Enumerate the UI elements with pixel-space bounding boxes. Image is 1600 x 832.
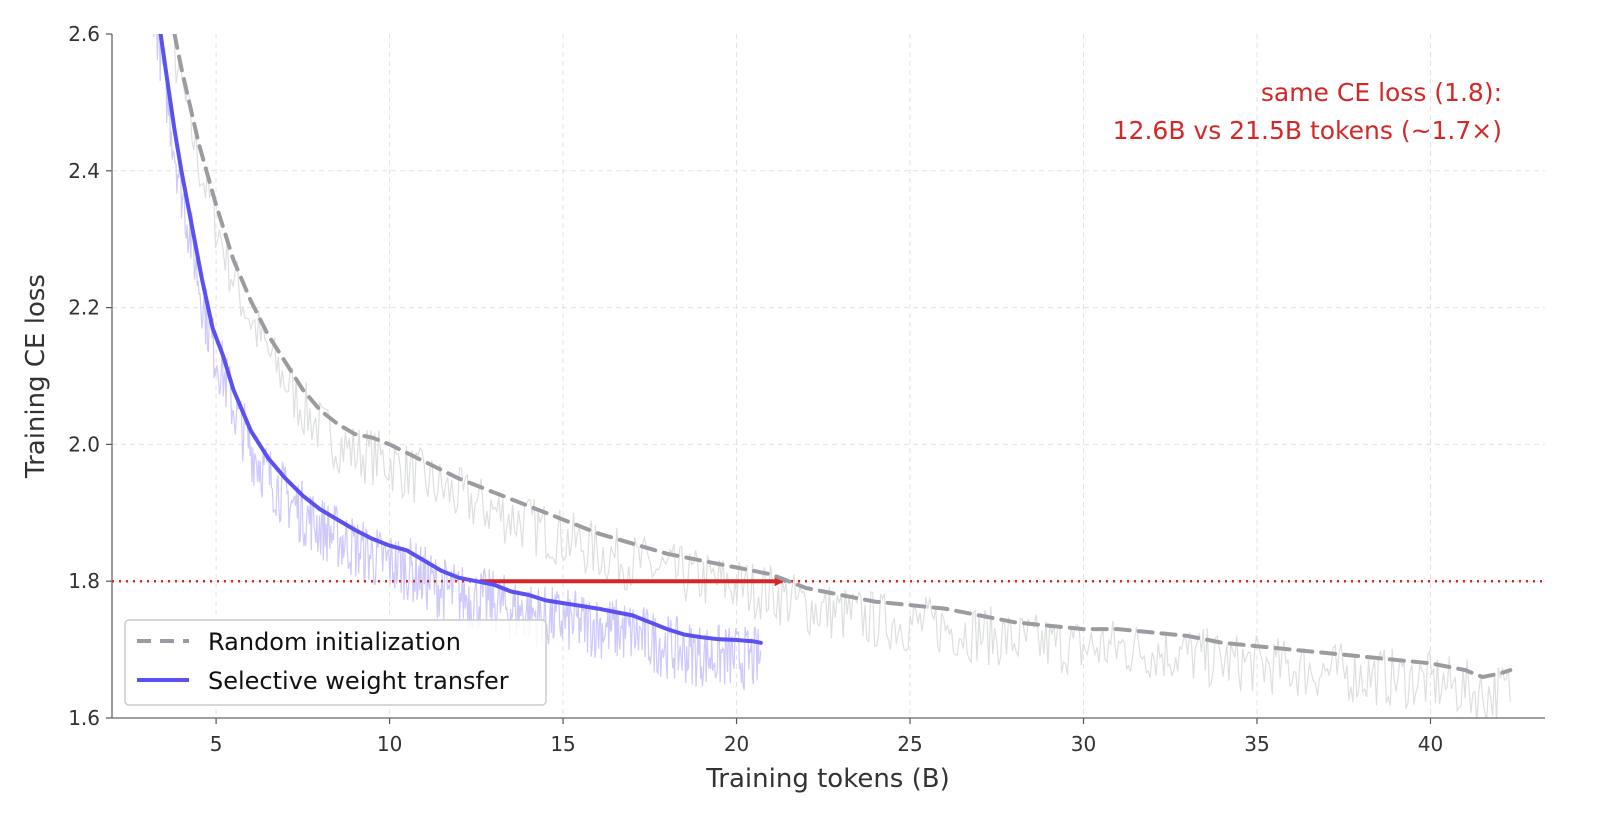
raw-loss-traces <box>153 34 1511 718</box>
x-tick-label: 40 <box>1418 732 1443 756</box>
x-tick-label: 30 <box>1071 732 1096 756</box>
x-tick-label: 15 <box>550 732 575 756</box>
series-line-random <box>172 34 1513 679</box>
legend-label-random: Random initialization <box>208 628 461 656</box>
legend-frame <box>124 619 547 706</box>
y-tick-label: 2.0 <box>68 432 100 456</box>
x-tick-label: 25 <box>897 732 922 756</box>
x-axis-label: Training tokens (B) <box>705 764 950 794</box>
tick-labels: 5 10 15 20 25 30 35 40 1.6 1.8 2.0 2.2 2.4 2.6 <box>68 22 1443 756</box>
legend: Random initialization Selective weight t… <box>124 619 547 706</box>
series-layer <box>158 34 1513 679</box>
series-line-selective <box>158 34 763 645</box>
axes <box>106 33 1545 724</box>
legend-label-selective: Selective weight transfer <box>208 667 509 695</box>
annotation-line-2: 12.6B vs 21.5B tokens (~1.7×) <box>1113 116 1502 145</box>
y-tick-label: 2.4 <box>68 159 100 183</box>
y-tick-label: 1.6 <box>68 706 100 730</box>
raw-trace-selective <box>153 34 762 691</box>
annotation-line-1: same CE loss (1.8): <box>1261 78 1502 107</box>
raw-trace-random <box>173 34 1511 718</box>
x-tick-label: 20 <box>724 732 749 756</box>
y-tick-label: 2.2 <box>68 296 100 320</box>
x-tick-label: 35 <box>1244 732 1269 756</box>
x-tick-label: 5 <box>210 732 223 756</box>
y-axis-label: Training CE loss <box>21 274 51 479</box>
y-tick-label: 2.6 <box>68 22 100 46</box>
y-tick-label: 1.8 <box>68 569 100 593</box>
x-tick-label: 10 <box>377 732 402 756</box>
